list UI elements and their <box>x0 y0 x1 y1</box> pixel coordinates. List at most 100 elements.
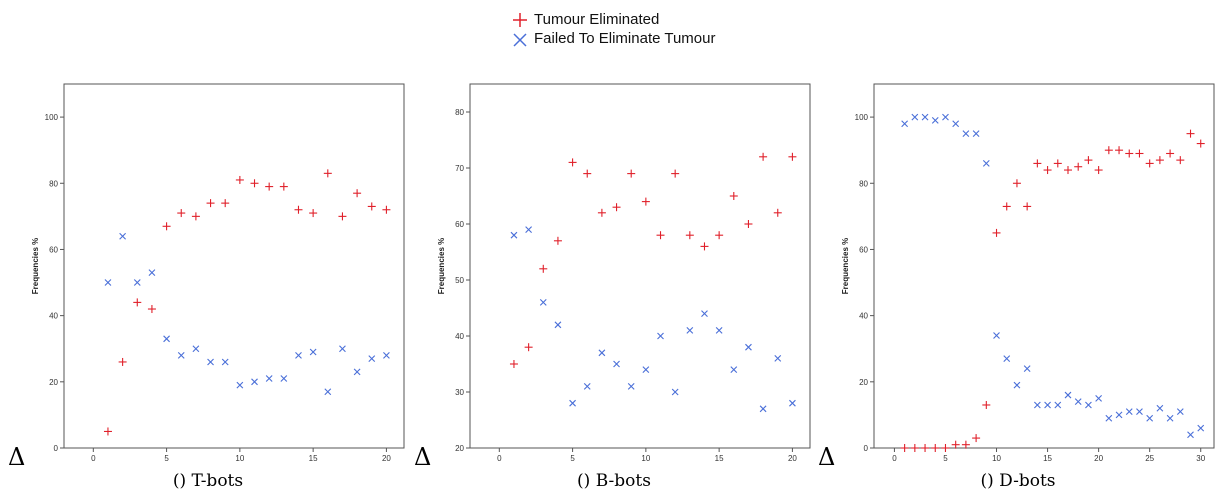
plus-point <box>715 231 724 240</box>
cross-point <box>1115 411 1123 419</box>
y-tick-label: 70 <box>455 164 464 173</box>
cross-point <box>251 378 258 386</box>
cross-point <box>745 343 752 351</box>
plus-point <box>206 199 215 208</box>
x-tick-label: 20 <box>788 454 797 463</box>
plus-point <box>1155 156 1164 165</box>
x-tick-label: 15 <box>309 454 318 463</box>
y-tick-label: 0 <box>864 444 869 453</box>
cross-point <box>324 388 332 396</box>
plus-point <box>583 169 592 178</box>
plus-point <box>788 152 797 161</box>
plus-point <box>656 231 665 240</box>
cross-point <box>221 358 229 366</box>
plus-point <box>641 197 650 206</box>
cross-point <box>353 368 361 376</box>
x-tick-label: 0 <box>91 454 96 463</box>
plus-point <box>612 203 621 212</box>
plus-point <box>700 242 709 251</box>
plus-point <box>685 231 694 240</box>
plus-point <box>1176 156 1185 165</box>
cross-point <box>627 383 635 390</box>
chart-b-bots: 0 5 10 15 20 20 30 40 50 60 70 80 Frequencies % <box>437 83 811 463</box>
cross-point <box>715 327 723 334</box>
x-tick-label: 20 <box>382 454 391 463</box>
cross-point <box>119 232 127 240</box>
plus-point <box>951 440 960 449</box>
y-tick-label: 20 <box>49 378 58 387</box>
x-tick-label: 5 <box>164 454 169 463</box>
y-axis-label: Frequencies % <box>31 238 40 294</box>
cross-point <box>1105 414 1113 422</box>
x-tick-label: 5 <box>943 454 948 463</box>
plus-point <box>162 222 171 231</box>
plus-point <box>931 444 940 452</box>
plus-point <box>744 220 753 228</box>
plus-point <box>1002 202 1011 211</box>
plus-point <box>367 202 376 211</box>
plus-point <box>250 179 259 188</box>
y-tick-label: 20 <box>859 378 868 387</box>
series-tumour-eliminated <box>900 129 1205 452</box>
x-tick-label: 30 <box>1196 454 1205 463</box>
y-tick-label: 60 <box>455 220 464 229</box>
cross-point <box>1054 401 1062 409</box>
plus-point <box>294 205 303 214</box>
y-tick-label: 20 <box>455 444 464 453</box>
delta-symbol: Δ <box>818 443 836 471</box>
cross-point <box>525 226 533 233</box>
plus-point <box>524 343 533 352</box>
plus-point <box>191 212 200 221</box>
panel-d-bots: Δ 0 5 10 15 20 25 30 0 20 40 60 80 100 Frequencies % … <box>818 78 1218 498</box>
panel-t-bots: Δ 0 5 10 15 20 0 20 40 60 80 100 Frequencies % () T… <box>8 78 408 498</box>
cross-point <box>554 321 562 329</box>
plus-point <box>539 264 548 273</box>
plus-point <box>1053 159 1062 168</box>
plus-point <box>1145 159 1154 168</box>
y-tick-label: 40 <box>49 312 58 321</box>
cross-point <box>774 355 782 362</box>
plus-point <box>1186 129 1195 138</box>
x-tick-label: 10 <box>992 454 1001 463</box>
legend-label-failed: Failed To Eliminate Tumour <box>534 30 716 47</box>
cross-marker-icon <box>513 33 527 47</box>
cross-point <box>1125 408 1133 415</box>
plus-point <box>1023 202 1032 211</box>
plus-point <box>972 434 981 443</box>
plus-point <box>773 208 782 217</box>
cross-point <box>539 299 547 306</box>
plus-point <box>265 182 274 191</box>
plus-point <box>323 169 332 178</box>
caption-t-bots: () T-bots <box>172 471 244 491</box>
cross-point <box>207 358 214 366</box>
plus-point <box>103 427 112 436</box>
plus-point <box>221 199 230 208</box>
cross-point <box>686 327 694 334</box>
cross-point <box>192 345 200 353</box>
plus-point <box>900 444 909 452</box>
plus-point <box>1196 139 1205 148</box>
plus-point <box>941 444 950 452</box>
plus-point <box>353 189 362 198</box>
cross-point <box>1176 408 1184 415</box>
plus-point <box>1166 149 1175 158</box>
y-tick-label: 40 <box>455 332 464 341</box>
cross-point <box>1044 401 1051 409</box>
y-tick-label: 0 <box>54 444 59 453</box>
plus-point <box>910 444 919 452</box>
cross-point <box>730 366 738 373</box>
cross-point <box>1085 401 1092 409</box>
plus-point <box>597 208 606 217</box>
cross-point <box>236 381 244 389</box>
cross-point <box>177 351 185 359</box>
y-tick-label: 60 <box>859 245 868 254</box>
plus-point <box>177 209 186 218</box>
cross-point <box>657 332 664 340</box>
cross-point <box>931 117 939 124</box>
cross-point <box>901 120 909 128</box>
cross-point <box>942 113 949 121</box>
plus-point <box>235 175 244 184</box>
x-tick-label: 20 <box>1094 454 1103 463</box>
cross-point <box>1187 431 1194 439</box>
cross-point <box>133 279 141 286</box>
